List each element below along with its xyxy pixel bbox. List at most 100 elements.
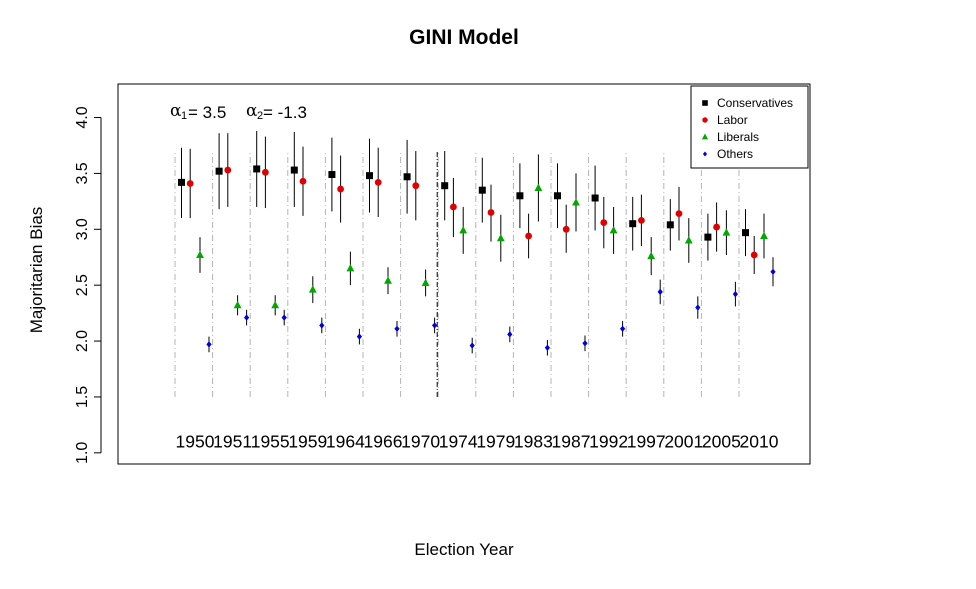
point-conservatives — [742, 229, 749, 237]
x-axis-title: Election Year — [414, 540, 514, 559]
chart-title: GINI Model — [409, 26, 519, 49]
point-others — [544, 344, 550, 351]
year-label: 1966 — [364, 432, 403, 452]
year-label: 1979 — [476, 432, 515, 452]
point-labor — [600, 219, 608, 226]
point-labor — [224, 166, 232, 174]
legend-label-others: Others — [717, 147, 753, 161]
point-labor — [750, 251, 758, 259]
point-conservatives — [554, 192, 561, 200]
y-tick-label: 3.0 — [74, 218, 91, 240]
point-others — [206, 341, 212, 348]
year-label: 1974 — [439, 432, 478, 452]
point-labor — [713, 223, 720, 231]
point-others — [770, 268, 776, 275]
point-others — [244, 314, 250, 321]
year-label: 1951 — [213, 432, 252, 452]
point-others — [695, 304, 701, 311]
point-others — [432, 322, 438, 329]
alpha2-subscript: 2 — [257, 110, 263, 122]
point-labor — [337, 185, 344, 193]
plot-layer: 1.01.52.02.53.03.54.01950195119551959196… — [74, 106, 779, 464]
year-label: 1997 — [627, 432, 666, 452]
year-label: 2010 — [740, 432, 779, 452]
y-tick-label: 2.0 — [74, 330, 91, 352]
point-conservatives — [328, 171, 336, 179]
point-others — [507, 331, 513, 338]
y-tick-label: 2.5 — [74, 274, 91, 296]
point-others — [620, 325, 626, 332]
point-liberals — [684, 236, 693, 244]
point-conservatives — [366, 172, 373, 180]
point-conservatives — [215, 167, 223, 175]
point-liberals — [308, 285, 317, 293]
point-others — [281, 314, 287, 321]
point-labor — [562, 225, 570, 233]
point-others — [469, 342, 475, 349]
legend: Conservatives Labor Liberals Others — [690, 85, 809, 169]
y-tick-label: 1.0 — [74, 442, 91, 464]
point-liberals — [271, 300, 280, 309]
point-liberals — [384, 276, 392, 284]
year-label: 1970 — [401, 432, 440, 452]
year-label: 1983 — [514, 432, 553, 452]
alpha2-value: = -1.3 — [263, 103, 307, 122]
point-conservatives — [441, 182, 449, 190]
alpha-annotation: α 1 = 3.5 α 2 = -1.3 — [170, 101, 307, 122]
year-label: 2001 — [664, 432, 703, 452]
alpha1-value: = 3.5 — [188, 103, 226, 122]
point-liberals — [346, 264, 355, 272]
point-labor — [487, 209, 495, 216]
point-liberals — [572, 198, 580, 206]
plot-frame — [117, 83, 811, 465]
year-label: 1964 — [326, 432, 365, 452]
legend-label-liberals: Liberals — [717, 130, 759, 144]
point-liberals — [233, 300, 242, 309]
point-liberals — [534, 183, 543, 191]
point-labor — [638, 216, 645, 224]
point-conservatives — [478, 186, 486, 194]
alpha1-subscript: 1 — [181, 110, 187, 122]
point-liberals — [196, 250, 204, 258]
year-label: 1992 — [589, 432, 628, 452]
legend-marker-others — [702, 151, 708, 157]
point-labor — [374, 178, 382, 186]
year-label: 1959 — [288, 432, 327, 452]
point-conservatives — [591, 194, 599, 202]
point-conservatives — [178, 178, 185, 186]
point-liberals — [421, 278, 430, 286]
point-labor — [525, 232, 532, 240]
y-tick-label: 4.0 — [74, 106, 91, 128]
point-labor — [450, 203, 457, 211]
year-label: 1955 — [251, 432, 290, 452]
point-liberals — [459, 226, 468, 234]
point-liberals — [647, 251, 656, 260]
y-tick-label: 1.5 — [74, 386, 91, 408]
legend-marker-conservatives — [702, 100, 708, 106]
legend-marker-liberals — [701, 133, 709, 140]
point-others — [582, 340, 588, 347]
point-others — [319, 322, 325, 329]
point-liberals — [609, 226, 618, 234]
point-liberals — [722, 228, 731, 236]
y-axis-title: Majoritarian Bias — [27, 207, 46, 334]
point-others — [356, 333, 362, 340]
point-labor — [299, 177, 307, 185]
year-label: 2005 — [702, 432, 741, 452]
point-conservatives — [629, 220, 637, 228]
point-conservatives — [704, 233, 712, 241]
alpha2-symbol: α — [246, 101, 258, 121]
point-labor — [186, 180, 194, 187]
point-others — [657, 288, 663, 296]
point-others — [394, 325, 400, 332]
year-label: 1950 — [176, 432, 215, 452]
point-conservatives — [516, 192, 524, 200]
point-conservatives — [290, 166, 298, 174]
point-conservatives — [253, 165, 261, 173]
legend-label-conservatives: Conservatives — [717, 96, 793, 110]
point-liberals — [760, 231, 768, 239]
year-label: 1987 — [552, 432, 591, 452]
point-conservatives — [403, 173, 411, 181]
point-others — [732, 290, 738, 298]
point-labor — [412, 182, 420, 190]
